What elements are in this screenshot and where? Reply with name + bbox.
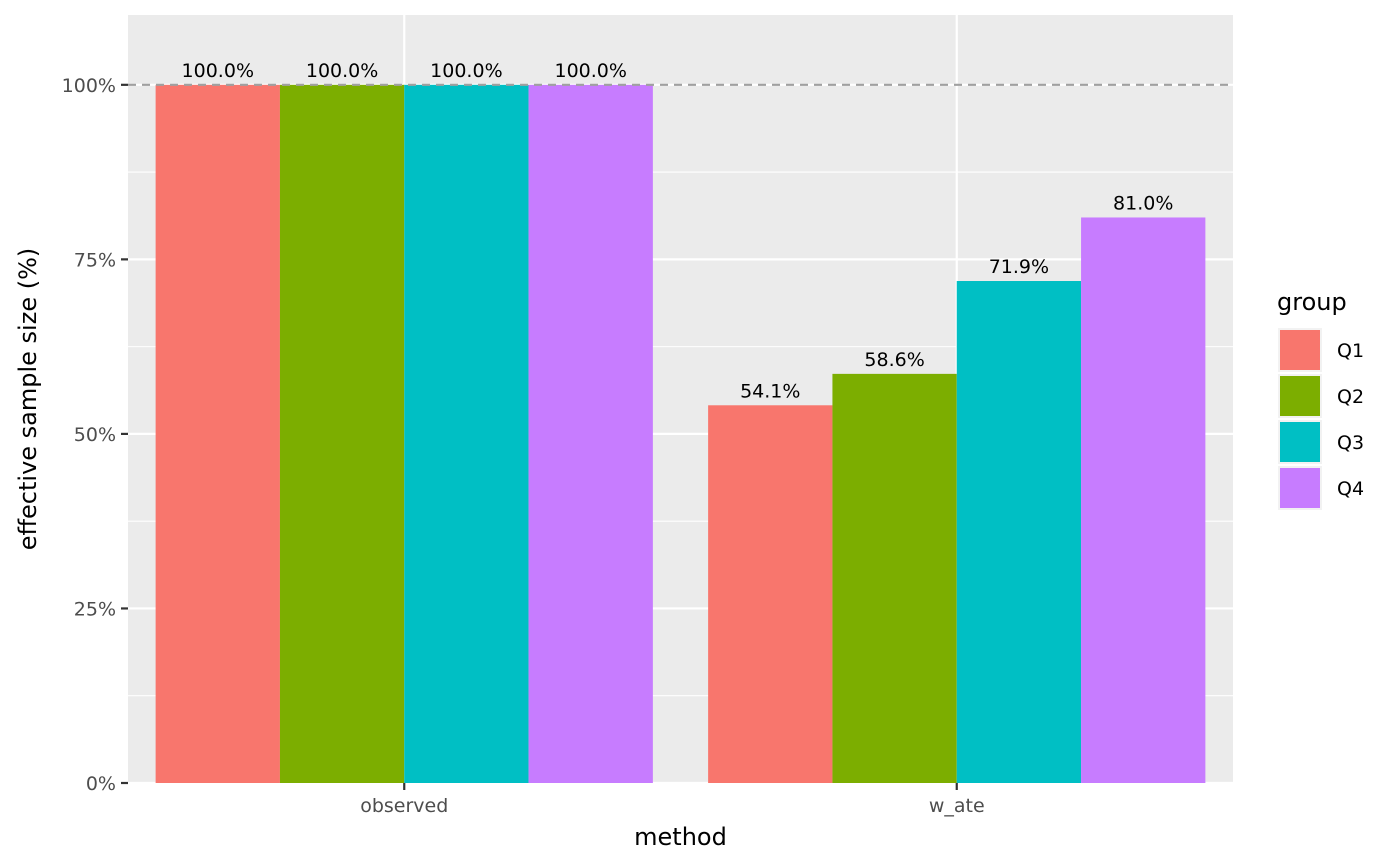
data-label: 54.1% [740,380,800,402]
legend-label: Q4 [1337,478,1364,500]
data-label: 100.0% [554,60,626,82]
bar-q1-observed [155,84,280,784]
y-tick-label: 100% [62,75,116,97]
legend-title: group [1277,288,1347,316]
bar-q4-w-ate [1081,217,1206,784]
legend-label: Q3 [1337,432,1364,454]
bar-q2-w-ate [832,373,957,783]
legend-label: Q2 [1337,386,1364,408]
x-axis: observed w_ate [360,783,985,817]
legend-key-q4 [1280,468,1320,508]
bar-q1-w-ate [708,405,833,783]
x-axis-title: method [634,823,727,851]
legend-label: Q1 [1337,340,1364,362]
y-axis-title: effective sample size (%) [14,248,42,551]
bar-q2-observed [279,84,405,784]
data-label: 100.0% [306,60,378,82]
legend-key-q2 [1280,376,1320,416]
y-tick-label: 0% [86,773,116,795]
x-tick-label: w_ate [929,795,985,817]
x-tick-label: observed [360,795,448,817]
data-labels-group: 100.0% 100.0% 100.0% 100.0% 54.1% 58.6% 71.9% 8… [182,60,1174,402]
bar-q4-observed [528,84,653,784]
bar-q3-w-ate [956,281,1082,783]
y-tick-label: 25% [74,598,116,620]
legend: group Q1 Q2 Q3 Q4 [1277,288,1364,510]
bars-group [155,84,1206,784]
y-tick-label: 75% [74,249,116,271]
y-tick-label: 50% [74,424,116,446]
y-axis: 0% 25% 50% 75% 100% [62,75,128,795]
data-label: 58.6% [864,349,924,371]
bar-q3-observed [404,84,529,784]
legend-key-q1 [1280,330,1320,370]
legend-key-q3 [1280,422,1320,462]
data-label: 100.0% [430,60,502,82]
data-label: 100.0% [182,60,254,82]
data-label: 81.0% [1113,192,1173,214]
data-label: 71.9% [989,256,1049,278]
